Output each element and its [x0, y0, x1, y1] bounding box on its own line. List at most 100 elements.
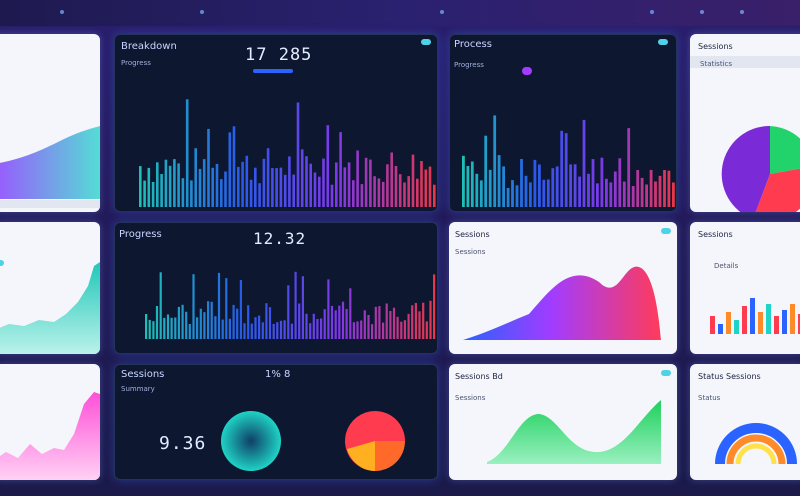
panel-subtitle: Sessions — [455, 248, 486, 256]
bar-mark — [488, 169, 492, 207]
bar-mark — [414, 303, 417, 339]
bar-mark — [654, 181, 657, 207]
bar-mark — [239, 280, 242, 339]
bar-mark — [369, 159, 372, 207]
bar-mark — [373, 176, 376, 207]
badge-text: 1% 8 — [265, 369, 291, 380]
bar-mark — [407, 176, 410, 207]
status-dot-icon — [60, 10, 64, 14]
bar-mark — [484, 135, 488, 207]
bar-mark — [305, 156, 308, 207]
panel-donut-summary[interactable]: Sessions Summary 1% 8 9.36 — [114, 364, 438, 480]
bar-mark — [672, 182, 675, 207]
panel-bar-chart-breakdown[interactable]: Breakdown Progress 17 285 — [114, 34, 438, 212]
footer-strip — [0, 200, 100, 208]
bar-mark — [718, 324, 723, 334]
bar-mark — [232, 304, 235, 339]
bar-mark — [279, 167, 283, 207]
bar-mark — [272, 323, 275, 339]
bar-mark — [433, 274, 436, 339]
bar-mark — [334, 310, 337, 339]
bar-mark — [188, 324, 191, 339]
bar-mark — [225, 278, 228, 339]
bar-mark — [582, 119, 586, 207]
bar-mark — [166, 314, 170, 339]
bar-mark — [152, 321, 155, 339]
bar-mark — [726, 312, 731, 334]
panel-bar-chart-progress[interactable]: Progress 12.32 — [114, 222, 438, 354]
panel-area-chart-pink[interactable] — [0, 364, 100, 480]
bar-mark — [790, 304, 795, 334]
panel-bar-chart-details[interactable]: Sessions Details — [690, 222, 800, 354]
bar-mark — [185, 99, 189, 207]
panel-title: Sessions — [698, 42, 733, 51]
bar-mark — [164, 159, 168, 207]
bar-mark — [640, 177, 644, 207]
bar-mark — [211, 167, 214, 207]
bar-mark — [382, 322, 385, 339]
bar-mark — [288, 156, 291, 207]
bar-mark — [338, 305, 341, 339]
bar-mark — [758, 312, 763, 334]
bar-mark — [636, 170, 640, 207]
panel-area-chart-green[interactable] — [0, 222, 100, 354]
bar-mark — [163, 317, 166, 339]
panel-title: Process — [454, 39, 492, 50]
bar-mark — [422, 302, 425, 339]
bar-mark — [147, 167, 151, 207]
bar-mark — [750, 298, 755, 334]
bar-mark — [335, 162, 338, 207]
bar-mark — [546, 179, 550, 207]
bar-mark — [378, 306, 381, 339]
bar-mark — [241, 161, 244, 207]
bar-mark — [275, 168, 278, 207]
panel-area-chart-green-wave[interactable]: Sessions Bd Sessions — [449, 364, 677, 480]
bar-mark — [533, 159, 537, 207]
bar-mark — [276, 322, 279, 339]
toggle-icon[interactable] — [661, 370, 671, 376]
bar-mark — [301, 276, 304, 339]
panel-bar-chart-process[interactable]: Process Progress — [449, 34, 677, 212]
bar-mark — [390, 152, 393, 207]
bar-mark — [424, 169, 428, 207]
bar-mark — [221, 319, 224, 339]
bar-mark — [551, 168, 555, 207]
toggle-icon[interactable] — [658, 39, 668, 45]
header-strip — [690, 56, 800, 68]
toggle-icon[interactable] — [0, 260, 4, 266]
toggle-icon[interactable] — [421, 39, 431, 45]
bar-mark — [214, 316, 217, 339]
panel-area-chart-sessions[interactable]: Sessions Sessions — [449, 222, 677, 354]
pie-chart — [721, 125, 800, 212]
bar-mark — [479, 180, 483, 207]
bar-mark — [389, 311, 392, 339]
bar-mark — [645, 184, 648, 207]
panel-pie-chart[interactable]: Sessions Statistics — [690, 34, 800, 212]
area-chart — [463, 266, 661, 340]
bar-mark — [627, 128, 631, 207]
toggle-icon[interactable] — [661, 228, 671, 234]
bar-chart — [139, 99, 436, 207]
bar-mark — [381, 181, 385, 207]
bar-mark — [237, 166, 240, 207]
bar-mark — [360, 184, 364, 207]
panel-area-chart-left[interactable] — [0, 34, 100, 212]
bar-mark — [207, 128, 210, 207]
bar-mark — [352, 180, 355, 207]
top-header-bar — [0, 0, 800, 26]
bar-mark — [185, 311, 188, 339]
bar-mark — [181, 304, 184, 339]
bar-mark — [316, 319, 319, 339]
bar-mark — [177, 306, 180, 339]
radial-gauge — [715, 423, 797, 465]
bar-mark — [555, 166, 559, 207]
bar-mark — [569, 164, 572, 207]
bar-mark — [243, 323, 246, 339]
bar-mark — [613, 171, 617, 207]
bar-mark — [371, 324, 374, 339]
panel-radial-status[interactable]: Status Sessions Status — [690, 364, 800, 480]
bar-mark — [428, 166, 432, 207]
bar-mark — [663, 170, 666, 207]
bar-mark — [198, 168, 202, 207]
bar-mark — [210, 301, 213, 339]
